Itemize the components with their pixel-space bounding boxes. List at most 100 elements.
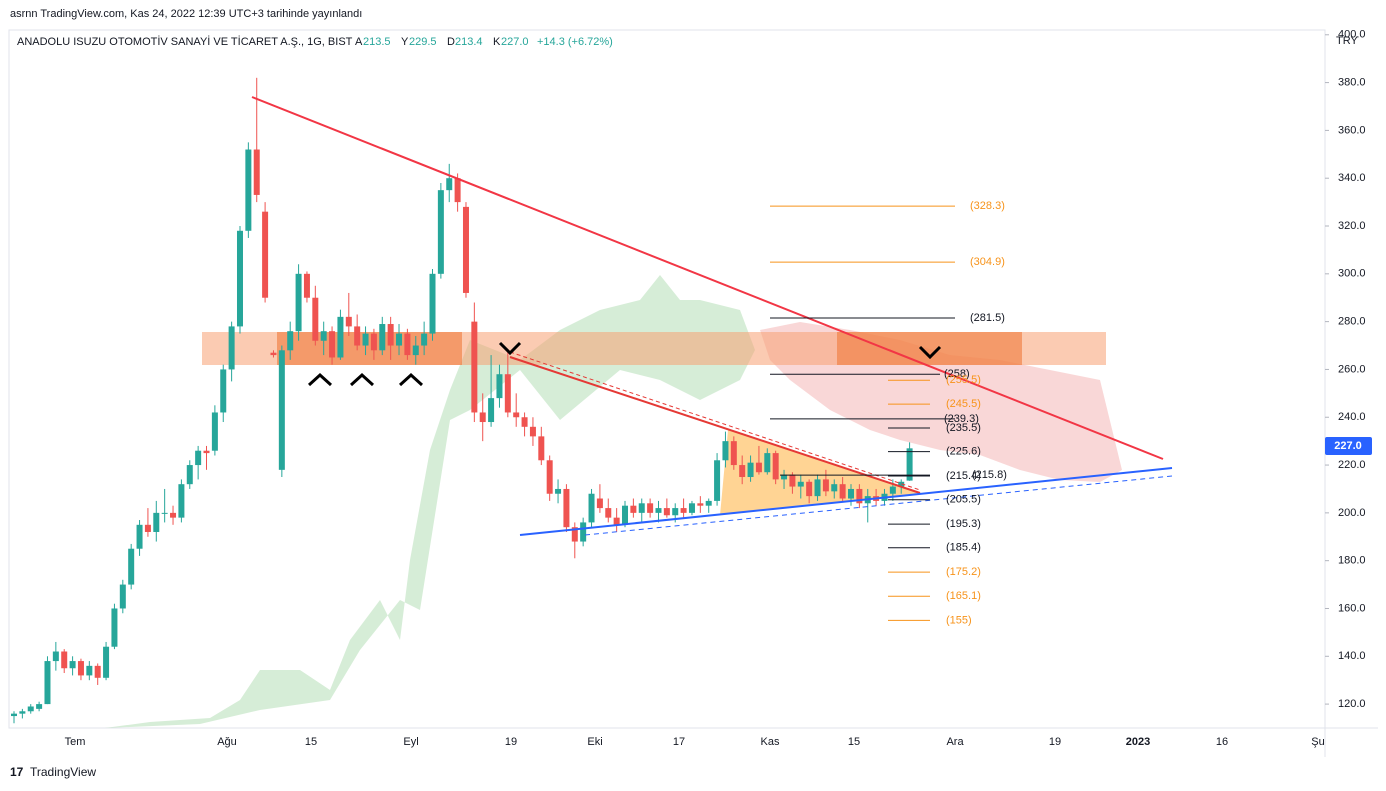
candle-body — [228, 326, 235, 370]
candle-body — [781, 474, 788, 480]
candle-body — [303, 273, 310, 298]
candle-body — [513, 412, 520, 418]
x-tick-label: Kas — [761, 736, 780, 748]
candle-body — [839, 484, 846, 499]
candle-body — [103, 646, 110, 678]
x-tick-label: 16 — [1216, 736, 1228, 748]
candle-body — [714, 460, 721, 501]
level-label: (175.2) — [946, 566, 981, 578]
level-label: (258) — [944, 368, 970, 380]
level-label: (239.3) — [944, 413, 979, 425]
chevrons — [307, 341, 942, 387]
candle-body — [245, 149, 252, 231]
published-note: asrnn TradingView.com, Kas 24, 2022 12:3… — [10, 8, 362, 20]
legend-value: 213.5 — [363, 36, 391, 48]
candle-body — [563, 488, 570, 528]
legend-key: A — [355, 36, 363, 48]
zone-highlight — [277, 332, 462, 365]
candle-body — [295, 273, 302, 332]
y-tick-label: 320.0 — [1338, 220, 1366, 232]
zone-highlight — [837, 332, 1022, 365]
candle-body — [412, 345, 419, 356]
candle-body — [797, 481, 804, 487]
candle-body — [663, 508, 670, 516]
candle-body — [144, 524, 151, 532]
last-price-tag — [1325, 437, 1372, 455]
candle-body — [11, 713, 17, 717]
candle-body — [672, 508, 679, 516]
candle-body — [170, 512, 177, 518]
y-tick-label: 400.0 — [1338, 29, 1366, 41]
x-tick-label: 17 — [673, 736, 685, 748]
candle-body — [36, 704, 43, 709]
level-label: (245.5) — [946, 398, 981, 410]
candle-body — [705, 500, 712, 506]
level-label: (255.5) — [946, 374, 981, 386]
candle-body — [446, 178, 453, 191]
trend-line-red — [509, 356, 921, 494]
x-tick-label: Tem — [65, 736, 86, 748]
candle-body — [529, 426, 536, 437]
candle-body — [898, 481, 905, 487]
candle-body — [270, 352, 277, 356]
candle-body — [329, 331, 336, 358]
candle-body — [429, 273, 436, 334]
candle-body — [178, 484, 185, 518]
candle-body — [421, 333, 428, 346]
candle-body — [814, 479, 821, 497]
level-label: (165.1) — [946, 590, 981, 602]
y-tick-label: 220.0 — [1338, 459, 1366, 471]
candle-body — [136, 524, 143, 549]
candle-body — [588, 493, 595, 523]
candle-body — [613, 517, 620, 525]
candle-body — [789, 474, 796, 487]
x-tick-label: 19 — [1049, 736, 1061, 748]
candle-body — [396, 333, 403, 346]
candle-body — [454, 178, 461, 203]
level-label: (195.3) — [946, 518, 981, 530]
y-tick-label: 240.0 — [1338, 411, 1366, 423]
candle-body — [354, 326, 361, 346]
candle-body — [647, 503, 654, 513]
y-tick-label: 300.0 — [1338, 268, 1366, 280]
candle-body — [546, 460, 553, 494]
candle-body — [153, 512, 160, 532]
candle-body — [27, 706, 34, 712]
candle-body — [337, 316, 344, 358]
candle-body — [220, 369, 227, 413]
candle-body — [437, 190, 444, 274]
candle-body — [186, 465, 193, 485]
x-tick-label: Eki — [587, 736, 602, 748]
candle-body — [504, 374, 511, 413]
candle-body — [19, 711, 26, 714]
candle-body — [370, 333, 377, 351]
candle-body — [77, 661, 84, 676]
candle-body — [312, 297, 319, 341]
candle-body — [764, 453, 771, 473]
y-tick-label: 140.0 — [1338, 650, 1366, 662]
level-label: (185.4) — [946, 542, 981, 554]
candle-body — [278, 350, 285, 470]
candle-body — [680, 508, 687, 513]
currency: TRY — [1336, 35, 1358, 47]
candle-body — [262, 211, 269, 298]
candle-body — [622, 505, 629, 525]
candle-body — [555, 488, 562, 494]
candle-body — [638, 503, 645, 513]
candle-body — [462, 206, 469, 293]
y-tick-label: 340.0 — [1338, 172, 1366, 184]
candle-body — [596, 498, 603, 509]
level-label: (205.5) — [946, 494, 981, 506]
candle-body — [69, 661, 76, 669]
candle-body — [287, 331, 294, 351]
y-tick-label: 280.0 — [1338, 316, 1366, 328]
x-tick-label: Ağu — [217, 736, 237, 748]
legend-change: +14.3 (+6.72%) — [537, 36, 613, 48]
candle-body — [496, 374, 503, 399]
level-label: (215.4) — [946, 470, 981, 482]
candle-body — [203, 450, 210, 454]
candle-body — [128, 548, 135, 585]
candle-body — [722, 441, 729, 461]
candle-body — [697, 503, 704, 506]
